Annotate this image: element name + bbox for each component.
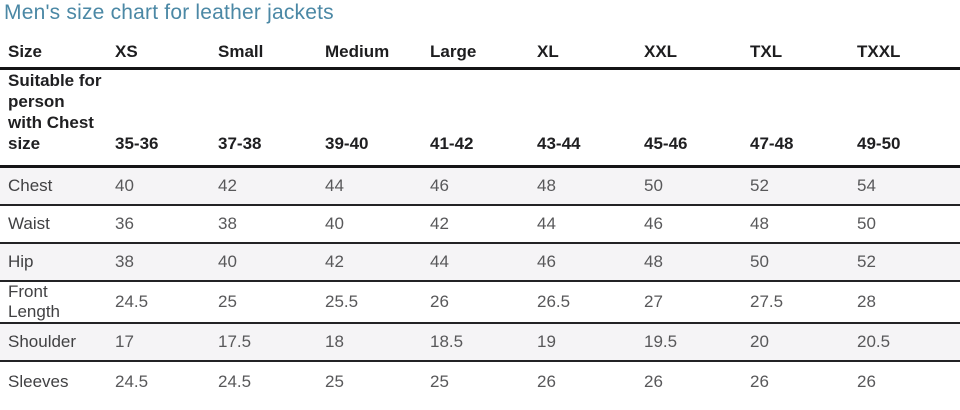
page-title: Men's size chart for leather jackets: [4, 1, 334, 24]
table-row-shoulder: Shoulder 17 17.5 18 18.5 19 19.5 20 20.5: [0, 323, 960, 362]
cell: 26: [857, 372, 876, 391]
cell: 44: [422, 243, 529, 282]
cell: 26: [537, 372, 556, 391]
cell: 24.5: [218, 372, 252, 391]
header-cell-size: Size: [0, 36, 107, 70]
header-cell-txl: TXL: [742, 36, 849, 70]
table-row-front-length: Front Length 24.5 25 25.5 26 26.5 27 27.…: [0, 281, 960, 324]
cell: 26: [422, 281, 529, 324]
header-cell-xl: XL: [529, 36, 636, 70]
table-row-waist: Waist 36 38 40 42 44 46 48 50: [0, 205, 960, 244]
cell: 24.5: [107, 281, 210, 324]
cell: 17: [107, 323, 210, 362]
header-cell-xxl: XXL: [636, 36, 742, 70]
cell: 25.5: [317, 281, 422, 324]
table-row-hip: Hip 38 40 42 44 46 48 50 52: [0, 243, 960, 282]
cell: 44: [529, 205, 636, 244]
cell: 45-46: [636, 68, 742, 168]
cell: 50: [742, 243, 849, 282]
cell: 35-36: [107, 68, 210, 168]
cell: 39-40: [317, 68, 422, 168]
cell: 24.5: [115, 372, 149, 391]
header-cell-large: Large: [422, 36, 529, 70]
table-row-chest: Chest 40 42 44 46 48 50 52 54: [0, 166, 960, 206]
size-chart-table: Size XS Small Medium Large XL XXL TXL TX…: [0, 36, 960, 410]
header-cell-txxl: TXXL: [849, 36, 960, 70]
cell: 38: [107, 243, 210, 282]
cell: 25: [430, 372, 449, 391]
cell: 20: [742, 323, 849, 362]
cell: 46: [422, 166, 529, 206]
cell: 27.5: [742, 281, 849, 324]
cell: 50: [849, 205, 960, 244]
cell: 48: [636, 243, 742, 282]
cell: 40: [317, 205, 422, 244]
row-label: Suitable for person with Chest size: [0, 68, 107, 168]
cell: 46: [636, 205, 742, 244]
header-row: Size XS Small Medium Large XL XXL TXL TX…: [0, 36, 960, 70]
cell: 36: [107, 205, 210, 244]
cell: 48: [529, 166, 636, 206]
cell: 50: [636, 166, 742, 206]
cell: 38: [210, 205, 317, 244]
cell: 26: [644, 372, 663, 391]
row-label: Sleeves: [8, 372, 69, 391]
cell: 18: [317, 323, 422, 362]
cell: 44: [317, 166, 422, 206]
cell: 19: [529, 323, 636, 362]
cell: 27: [636, 281, 742, 324]
table-row-sleeves: Sleeves 24.5 24.5 25 25 26 26 26 26: [0, 361, 960, 410]
row-label: Hip: [0, 243, 107, 282]
cell: 42: [317, 243, 422, 282]
cell: 48: [742, 205, 849, 244]
cell: 47-48: [742, 68, 849, 168]
cell: 46: [529, 243, 636, 282]
cell: 26.5: [529, 281, 636, 324]
cell: 18.5: [422, 323, 529, 362]
header-cell-small: Small: [210, 36, 317, 70]
cell: 26: [750, 372, 769, 391]
cell: 28: [849, 281, 960, 324]
row-label: Shoulder: [0, 323, 107, 362]
cell: 43-44: [529, 68, 636, 168]
cell: 52: [742, 166, 849, 206]
cell: 17.5: [210, 323, 317, 362]
cell: 54: [849, 166, 960, 206]
cell: 25: [210, 281, 317, 324]
row-label: Front Length: [0, 281, 107, 324]
cell: 42: [210, 166, 317, 206]
table-row-suitable-chest-size: Suitable for person with Chest size 35-3…: [0, 68, 960, 168]
header-cell-medium: Medium: [317, 36, 422, 70]
row-label: Chest: [0, 166, 107, 206]
cell: 37-38: [210, 68, 317, 168]
cell: 41-42: [422, 68, 529, 168]
cell: 25: [325, 372, 344, 391]
cell: 40: [210, 243, 317, 282]
header-cell-xs: XS: [107, 36, 210, 70]
cell: 52: [849, 243, 960, 282]
cell: 49-50: [849, 68, 960, 168]
cell: 42: [422, 205, 529, 244]
cell: 20.5: [849, 323, 960, 362]
cell: 19.5: [636, 323, 742, 362]
cell: 40: [107, 166, 210, 206]
row-label: Waist: [0, 205, 107, 244]
